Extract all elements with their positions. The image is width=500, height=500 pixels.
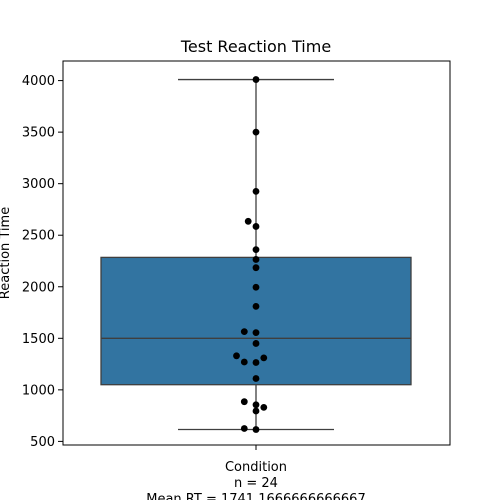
data-point [240, 358, 248, 366]
data-point [252, 256, 260, 263]
y-tick-label: 3000 [22, 177, 55, 192]
data-point [252, 340, 260, 347]
x-tick-mean: Mean RT = 1741.1666666666667 [146, 492, 365, 500]
data-point [252, 246, 260, 254]
y-tick-label: 3500 [22, 126, 55, 141]
data-point [260, 354, 268, 362]
y-tick-label: 4000 [22, 74, 55, 89]
y-tick-label: 2500 [22, 229, 55, 244]
y-tick-label: 1500 [22, 332, 55, 347]
data-point [252, 264, 260, 272]
chart-title: Test Reaction Time [180, 37, 331, 56]
data-point [252, 375, 260, 382]
data-point [252, 223, 260, 230]
x-tick-label: Condition [225, 460, 287, 475]
data-point [252, 188, 260, 195]
data-point [252, 302, 260, 310]
x-axis: Condition n = 24 Mean RT = 1741.16666666… [146, 445, 366, 500]
data-point [233, 352, 240, 360]
y-axis-label: Reaction Time [0, 207, 13, 299]
y-tick-label: 2000 [22, 280, 55, 295]
data-point [252, 401, 260, 409]
data-point [252, 128, 260, 136]
data-point [252, 76, 260, 83]
data-point [260, 403, 268, 411]
data-point [252, 407, 260, 415]
data-point [244, 217, 252, 225]
data-point [252, 359, 260, 366]
data-point [252, 329, 260, 337]
y-axis: 500 1000 1500 2000 2500 3000 3500 4000 [22, 74, 63, 450]
data-point [240, 328, 248, 336]
data-point [252, 283, 260, 291]
y-tick-label: 500 [30, 435, 55, 450]
x-tick-count: n = 24 [234, 476, 278, 491]
y-tick-label: 1000 [22, 383, 55, 398]
plot-area [100, 76, 412, 433]
data-point [252, 426, 260, 433]
data-point [240, 398, 248, 406]
data-point [240, 425, 248, 432]
